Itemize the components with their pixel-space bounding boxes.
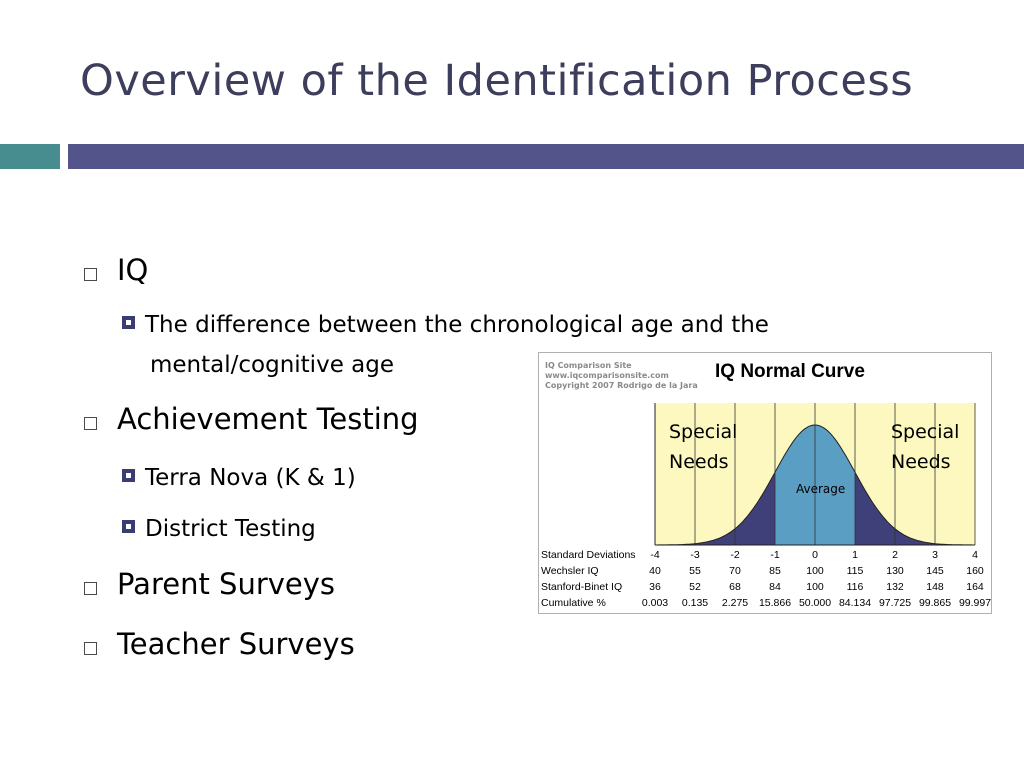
site-credit: IQ Comparison Site www.iqcomparisonsite.… <box>545 361 698 391</box>
figure-title: IQ Normal Curve <box>715 361 865 382</box>
title-rule-bar <box>68 144 1024 169</box>
table-row-label: Cumulative % <box>541 597 606 609</box>
filled-square-bullet-icon <box>122 520 135 533</box>
table-cell: 36 <box>649 581 661 593</box>
table-cell: 0 <box>812 549 818 561</box>
table-row: Stanford-Binet IQ 36 52 68 84 100 116 132 148 164 <box>539 581 991 597</box>
curve-region-0 <box>655 472 775 545</box>
bullet-text: District Testing <box>145 516 316 542</box>
table-cell: 100 <box>806 581 824 593</box>
curve-region-2 <box>855 472 975 545</box>
table-cell: -2 <box>730 549 740 561</box>
bullet-text: Achievement Testing <box>117 402 419 436</box>
slide-title: Overview of the Identification Process <box>80 56 914 106</box>
table-cell: 70 <box>729 565 741 577</box>
bullet-text: Teacher Surveys <box>117 627 355 661</box>
table-row: Standard Deviations -4 -3 -2 -1 0 1 2 3 4 <box>539 549 991 565</box>
table-cell: 55 <box>689 565 701 577</box>
bullet-iq: IQ <box>84 253 148 287</box>
table-cell: 1 <box>852 549 858 561</box>
bullet-text: IQ <box>117 253 149 287</box>
bullet-parent-surveys: Parent Surveys <box>84 567 335 601</box>
right-special-needs-label: Special Needs <box>891 417 959 477</box>
square-bullet-icon <box>84 268 97 281</box>
square-bullet-icon <box>84 582 97 595</box>
site-credit-line: IQ Comparison Site <box>545 361 632 370</box>
table-cell: 99.865 <box>918 597 952 609</box>
title-accent-bar <box>0 144 60 169</box>
sub-bullet-terra-nova: Terra Nova (K & 1) <box>122 458 356 498</box>
table-cell: 164 <box>966 581 984 593</box>
table-cell: -3 <box>690 549 700 561</box>
square-bullet-icon <box>84 642 97 655</box>
table-cell: 145 <box>926 565 944 577</box>
table-cell: 4 <box>972 549 978 561</box>
table-cell: -1 <box>770 549 780 561</box>
table-cell: 52 <box>689 581 701 593</box>
table-cell: 3 <box>932 549 938 561</box>
table-cell: -4 <box>650 549 660 561</box>
site-credit-line: Copyright 2007 Rodrigo de la Jara <box>545 381 698 390</box>
table-cell: 97.725 <box>878 597 912 609</box>
square-bullet-icon <box>84 417 97 430</box>
table-cell: 0.135 <box>681 597 709 609</box>
bullet-text: Parent Surveys <box>117 567 336 601</box>
table-row-label: Wechsler IQ <box>541 565 599 577</box>
iq-normal-curve-figure: IQ Comparison Site www.iqcomparisonsite.… <box>538 352 992 614</box>
left-special-needs-label: Special Needs <box>669 417 737 477</box>
table-cell: 15.866 <box>758 597 792 609</box>
table-cell: 84.134 <box>838 597 872 609</box>
site-credit-line: www.iqcomparisonsite.com <box>545 371 669 380</box>
label-line: Special <box>669 421 738 443</box>
iq-curve-plot <box>654 403 976 546</box>
table-cell: 148 <box>926 581 944 593</box>
table-cell: 50.000 <box>798 597 832 609</box>
table-cell: 0.003 <box>641 597 669 609</box>
average-label: Average <box>796 482 846 496</box>
table-cell: 68 <box>729 581 741 593</box>
sub-bullet-iq-definition-cont: mental/cognitive age <box>150 345 394 385</box>
bullet-text: The difference between the chronological… <box>145 312 769 338</box>
filled-square-bullet-icon <box>122 316 135 329</box>
table-cell: 130 <box>886 565 904 577</box>
bullet-text: Terra Nova (K & 1) <box>145 465 356 491</box>
table-cell: 40 <box>649 565 661 577</box>
label-line: Needs <box>669 451 729 473</box>
bullet-text: mental/cognitive age <box>150 352 394 378</box>
label-line: Needs <box>891 451 951 473</box>
table-row-label: Standard Deviations <box>541 549 636 561</box>
table-cell: 132 <box>886 581 904 593</box>
table-cell: 99.997 <box>958 597 992 609</box>
label-line: Special <box>891 421 960 443</box>
bullet-teacher-surveys: Teacher Surveys <box>84 627 355 661</box>
table-cell: 2.275 <box>721 597 749 609</box>
filled-square-bullet-icon <box>122 469 135 482</box>
table-cell: 84 <box>769 581 781 593</box>
table-cell: 116 <box>846 581 864 593</box>
table-cell: 160 <box>966 565 984 577</box>
table-cell: 2 <box>892 549 898 561</box>
sub-bullet-district-testing: District Testing <box>122 509 316 549</box>
table-cell: 85 <box>769 565 781 577</box>
table-cell: 100 <box>806 565 824 577</box>
bullet-achievement-testing: Achievement Testing <box>84 402 419 436</box>
table-row: Wechsler IQ 40 55 70 85 100 115 130 145 160 <box>539 565 991 581</box>
sub-bullet-iq-definition: The difference between the chronological… <box>122 305 769 345</box>
table-cell: 115 <box>846 565 864 577</box>
table-row-label: Stanford-Binet IQ <box>541 581 623 593</box>
table-row: Cumulative % 0.003 0.135 2.275 15.866 50.000 8… <box>539 597 992 613</box>
